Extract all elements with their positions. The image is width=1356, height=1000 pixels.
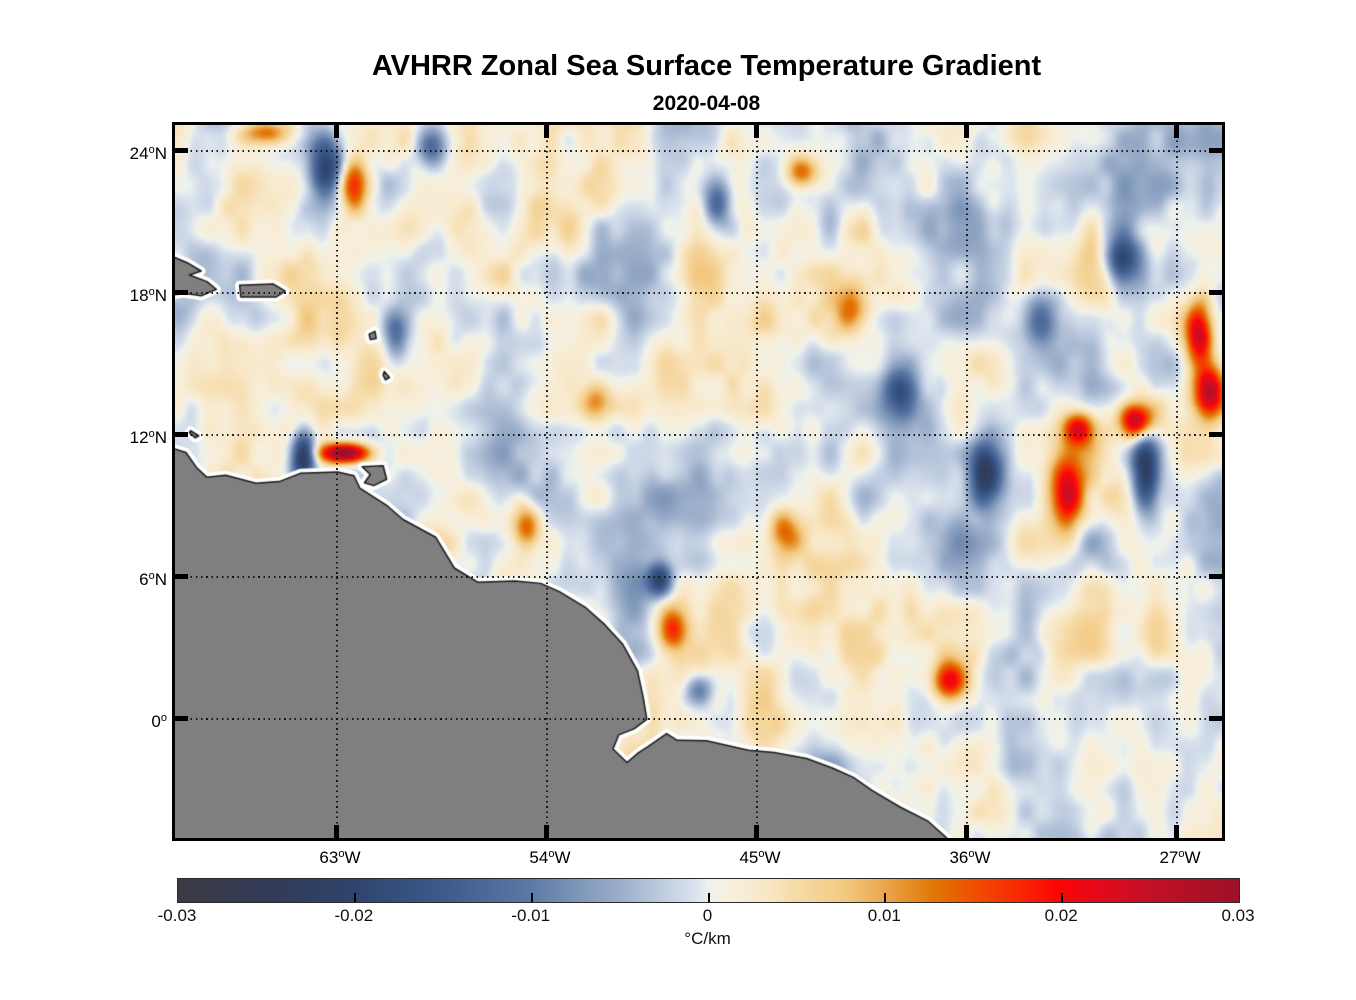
y-tick-left <box>175 716 188 722</box>
x-tick-bottom <box>1174 825 1180 838</box>
y-axis-tick-label: 0o <box>151 712 167 732</box>
y-tick-right <box>1209 290 1222 296</box>
colorbar-tick-label: -0.03 <box>157 906 197 925</box>
colorbar-unit-text: C/km <box>691 929 731 948</box>
y-tick-right <box>1209 432 1222 438</box>
x-axis-tick-label: 54oW <box>529 848 570 868</box>
colorbar-tick-label: 0.02 <box>1044 906 1078 925</box>
colorbar-tick-label: 0.03 <box>1221 906 1255 925</box>
tick-cardinal: W <box>974 848 991 867</box>
degree-symbol: o <box>1178 848 1185 860</box>
x-tick-bottom <box>754 825 760 838</box>
x-tick-bottom <box>544 825 550 838</box>
map-canvas <box>175 125 1222 838</box>
colorbar-tick-label: 0 <box>702 906 713 925</box>
colorbar-tick <box>884 893 887 902</box>
colorbar-tick-label: -0.01 <box>511 906 551 925</box>
colorbar-tick <box>707 893 710 902</box>
degree-symbol: o <box>758 848 765 860</box>
degree-symbol: o <box>148 569 155 582</box>
degree-symbol: o <box>148 427 155 440</box>
x-tick-top <box>754 125 760 138</box>
tick-value: 54 <box>529 848 549 867</box>
colorbar-tick <box>353 893 356 902</box>
tick-cardinal: W <box>764 848 781 867</box>
y-tick-left <box>175 290 188 296</box>
x-tick-top <box>544 125 550 138</box>
x-axis-tick-label: 45oW <box>739 848 780 868</box>
degree-symbol: o <box>160 711 167 724</box>
degree-symbol: o <box>968 848 975 860</box>
colorbar-unit-label: °C/km <box>177 929 1238 949</box>
gridline-horizontal <box>175 576 1222 578</box>
y-axis-tick-label: 24oN <box>130 144 167 164</box>
y-tick-right <box>1209 716 1222 722</box>
x-axis-tick-label: 27oW <box>1159 848 1200 868</box>
y-tick-left <box>175 574 188 580</box>
gridline-vertical <box>336 125 338 838</box>
colorbar-tick <box>530 893 533 902</box>
x-tick-bottom <box>334 825 340 838</box>
colorbar-tick-label: 0.01 <box>867 906 901 925</box>
gridline-horizontal <box>175 434 1222 436</box>
x-axis-tick-label: 36oW <box>949 848 990 868</box>
tick-cardinal: W <box>1184 848 1201 867</box>
x-tick-top <box>334 125 340 138</box>
tick-value: 18 <box>129 285 149 305</box>
y-axis-tick-label: 18oN <box>130 286 167 306</box>
tick-value: 6 <box>139 569 149 589</box>
x-tick-top <box>964 125 970 138</box>
y-tick-left <box>175 432 188 438</box>
colorbar <box>177 878 1240 903</box>
tick-value: 27 <box>1159 848 1179 867</box>
y-tick-right <box>1209 148 1222 154</box>
x-axis-tick-label: 63oW <box>319 848 360 868</box>
y-axis-tick-label: 6oN <box>139 570 167 590</box>
tick-cardinal: N <box>154 285 167 305</box>
y-tick-left <box>175 148 188 154</box>
colorbar-tick-label: -0.02 <box>334 906 374 925</box>
tick-cardinal: N <box>154 143 167 163</box>
degree-symbol: o <box>548 848 555 860</box>
gridline-horizontal <box>175 718 1222 720</box>
tick-value: 0 <box>151 711 161 731</box>
gridline-horizontal <box>175 292 1222 294</box>
tick-value: 36 <box>949 848 969 867</box>
tick-value: 24 <box>129 143 149 163</box>
gridline-vertical <box>1176 125 1178 838</box>
map-plot-area <box>172 122 1225 841</box>
chart-subtitle: 2020-04-08 <box>652 92 761 115</box>
tick-cardinal: N <box>154 569 167 589</box>
y-axis-tick-label: 12oN <box>130 428 167 448</box>
gridline-vertical <box>756 125 758 838</box>
chart-title: AVHRR Zonal Sea Surface Temperature Grad… <box>371 50 1042 82</box>
y-tick-right <box>1209 574 1222 580</box>
tick-cardinal: W <box>344 848 361 867</box>
gridline-horizontal <box>175 150 1222 152</box>
x-tick-top <box>1174 125 1180 138</box>
degree-symbol: o <box>338 848 345 860</box>
degree-symbol: o <box>148 143 155 156</box>
tick-value: 45 <box>739 848 759 867</box>
tick-cardinal: W <box>554 848 571 867</box>
degree-symbol: ° <box>684 929 692 948</box>
degree-symbol: o <box>148 285 155 298</box>
gridline-vertical <box>546 125 548 838</box>
gridline-vertical <box>966 125 968 838</box>
tick-cardinal: N <box>154 427 167 447</box>
x-tick-bottom <box>964 825 970 838</box>
colorbar-tick <box>1061 893 1064 902</box>
tick-value: 63 <box>319 848 339 867</box>
colorbar-gradient <box>178 879 1239 902</box>
tick-value: 12 <box>129 427 149 447</box>
